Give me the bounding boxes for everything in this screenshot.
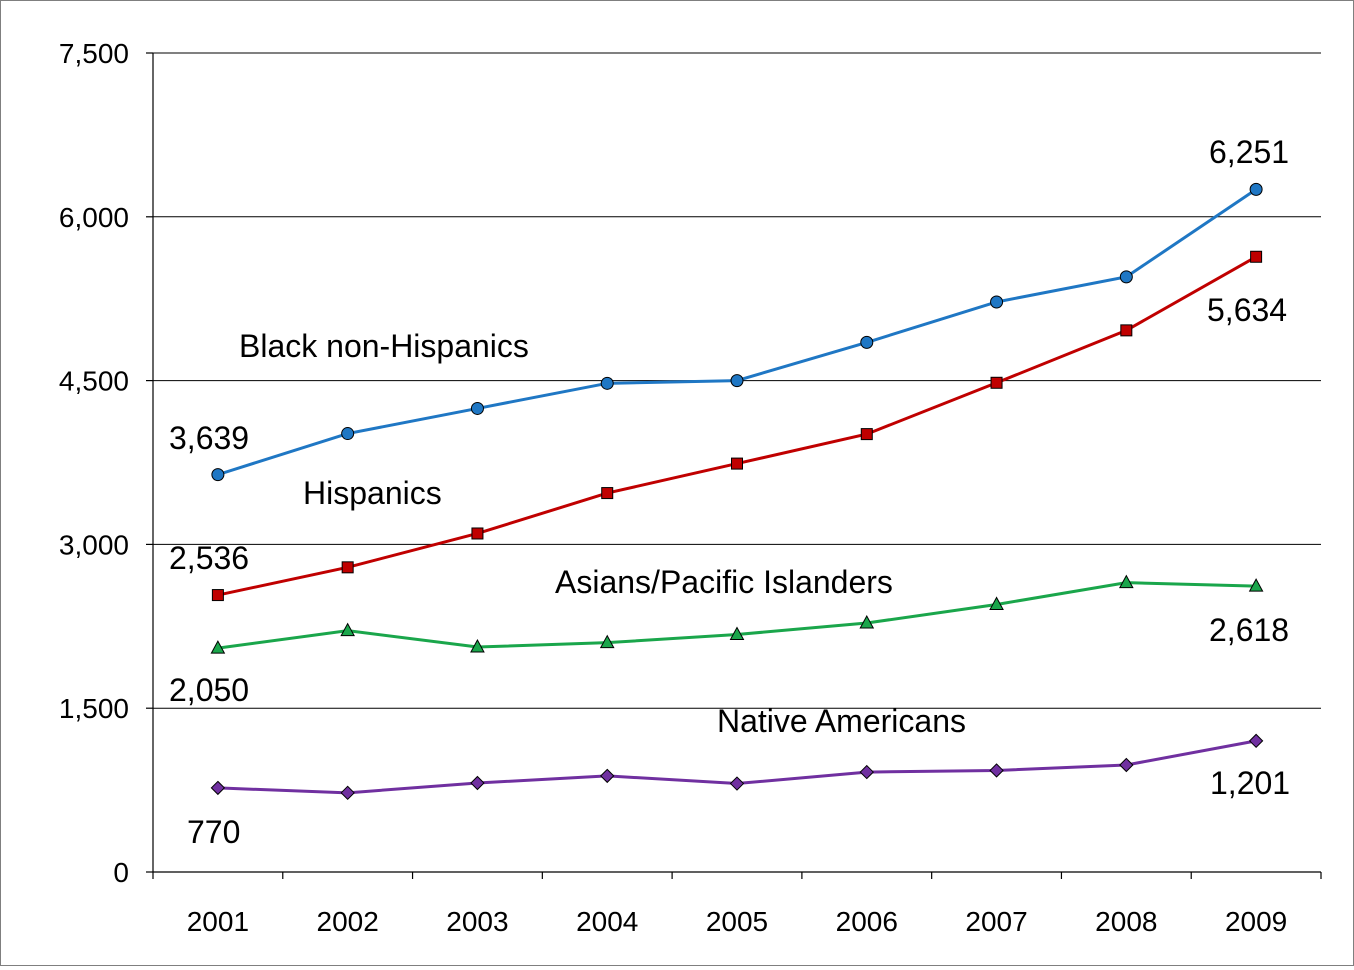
y-tick-label: 0 <box>113 857 129 888</box>
square-marker <box>601 487 614 500</box>
y-tick-label: 3,000 <box>59 529 129 560</box>
diamond-marker <box>210 780 226 796</box>
label-layer: Black non-Hispanics 3,639 6,251 Hispanics 2,… <box>169 134 1290 850</box>
triangle-marker <box>599 634 615 649</box>
square-marker <box>1120 324 1133 337</box>
square-marker <box>731 457 743 470</box>
circle-marker <box>470 401 484 415</box>
triangle-marker <box>1118 574 1134 589</box>
circle-marker <box>990 295 1004 309</box>
x-tick-label: 2003 <box>446 906 508 937</box>
diamond-marker <box>859 764 874 780</box>
diamond-marker <box>989 763 1004 778</box>
y-tick-label: 1,500 <box>59 693 129 724</box>
square-marker <box>471 527 484 540</box>
axes-layer: 0 1,500 3,000 4,500 6,000 7,500 2001 2002 2003 20… <box>59 38 1322 937</box>
triangle-marker <box>859 614 875 629</box>
series-0 <box>211 182 1263 482</box>
series-1 <box>211 250 1263 602</box>
triangle-marker <box>340 622 356 637</box>
circle-marker <box>600 376 614 390</box>
x-tick-label: 2002 <box>317 906 379 937</box>
diamond-marker <box>340 785 355 801</box>
triangle-marker <box>210 640 226 654</box>
circle-marker <box>1119 270 1133 284</box>
end-value-label: 1,201 <box>1210 765 1290 801</box>
circle-marker <box>860 335 874 349</box>
square-marker <box>211 589 224 602</box>
x-tick-label: 2006 <box>836 906 898 937</box>
y-tick-label: 7,500 <box>59 38 129 69</box>
x-tick-label: 2009 <box>1225 906 1287 937</box>
start-value-label: 2,536 <box>169 540 249 576</box>
end-value-label: 6,251 <box>1209 134 1289 170</box>
start-value-label: 3,639 <box>169 420 249 456</box>
series-2 <box>210 574 1264 654</box>
square-marker <box>860 428 873 441</box>
end-value-label: 2,618 <box>1209 612 1289 648</box>
square-marker <box>990 376 1003 389</box>
x-tick-label: 2008 <box>1095 906 1157 937</box>
x-tick-label: 2005 <box>706 906 768 937</box>
diamond-marker <box>729 776 745 791</box>
series-name-label: Hispanics <box>303 475 442 511</box>
series-layer <box>210 182 1264 801</box>
triangle-marker <box>989 596 1004 610</box>
y-tick-label: 4,500 <box>59 366 129 397</box>
start-value-label: 770 <box>187 814 240 850</box>
triangle-marker <box>1248 578 1264 592</box>
square-marker <box>1250 250 1263 263</box>
x-tick-label: 2007 <box>965 906 1027 937</box>
series-name-label: Black non-Hispanics <box>239 328 529 364</box>
circle-marker <box>211 468 225 482</box>
diamond-marker <box>600 768 615 784</box>
triangle-marker <box>729 626 745 640</box>
circle-marker <box>341 427 355 441</box>
series-3 <box>210 733 1264 801</box>
end-value-label: 5,634 <box>1207 292 1287 328</box>
series-name-label: Asians/Pacific Islanders <box>555 564 893 600</box>
diamond-marker <box>470 775 485 791</box>
diamond-marker <box>1119 757 1134 773</box>
x-tick-label: 2004 <box>576 906 638 937</box>
triangle-marker <box>470 638 485 653</box>
square-marker <box>341 561 354 574</box>
circle-marker <box>730 374 744 388</box>
y-tick-label: 6,000 <box>59 202 129 233</box>
circle-marker <box>1249 182 1263 196</box>
series-name-label: Native Americans <box>717 703 966 739</box>
start-value-label: 2,050 <box>169 672 249 708</box>
x-tick-label: 2001 <box>187 906 249 937</box>
diamond-marker <box>1248 733 1264 749</box>
